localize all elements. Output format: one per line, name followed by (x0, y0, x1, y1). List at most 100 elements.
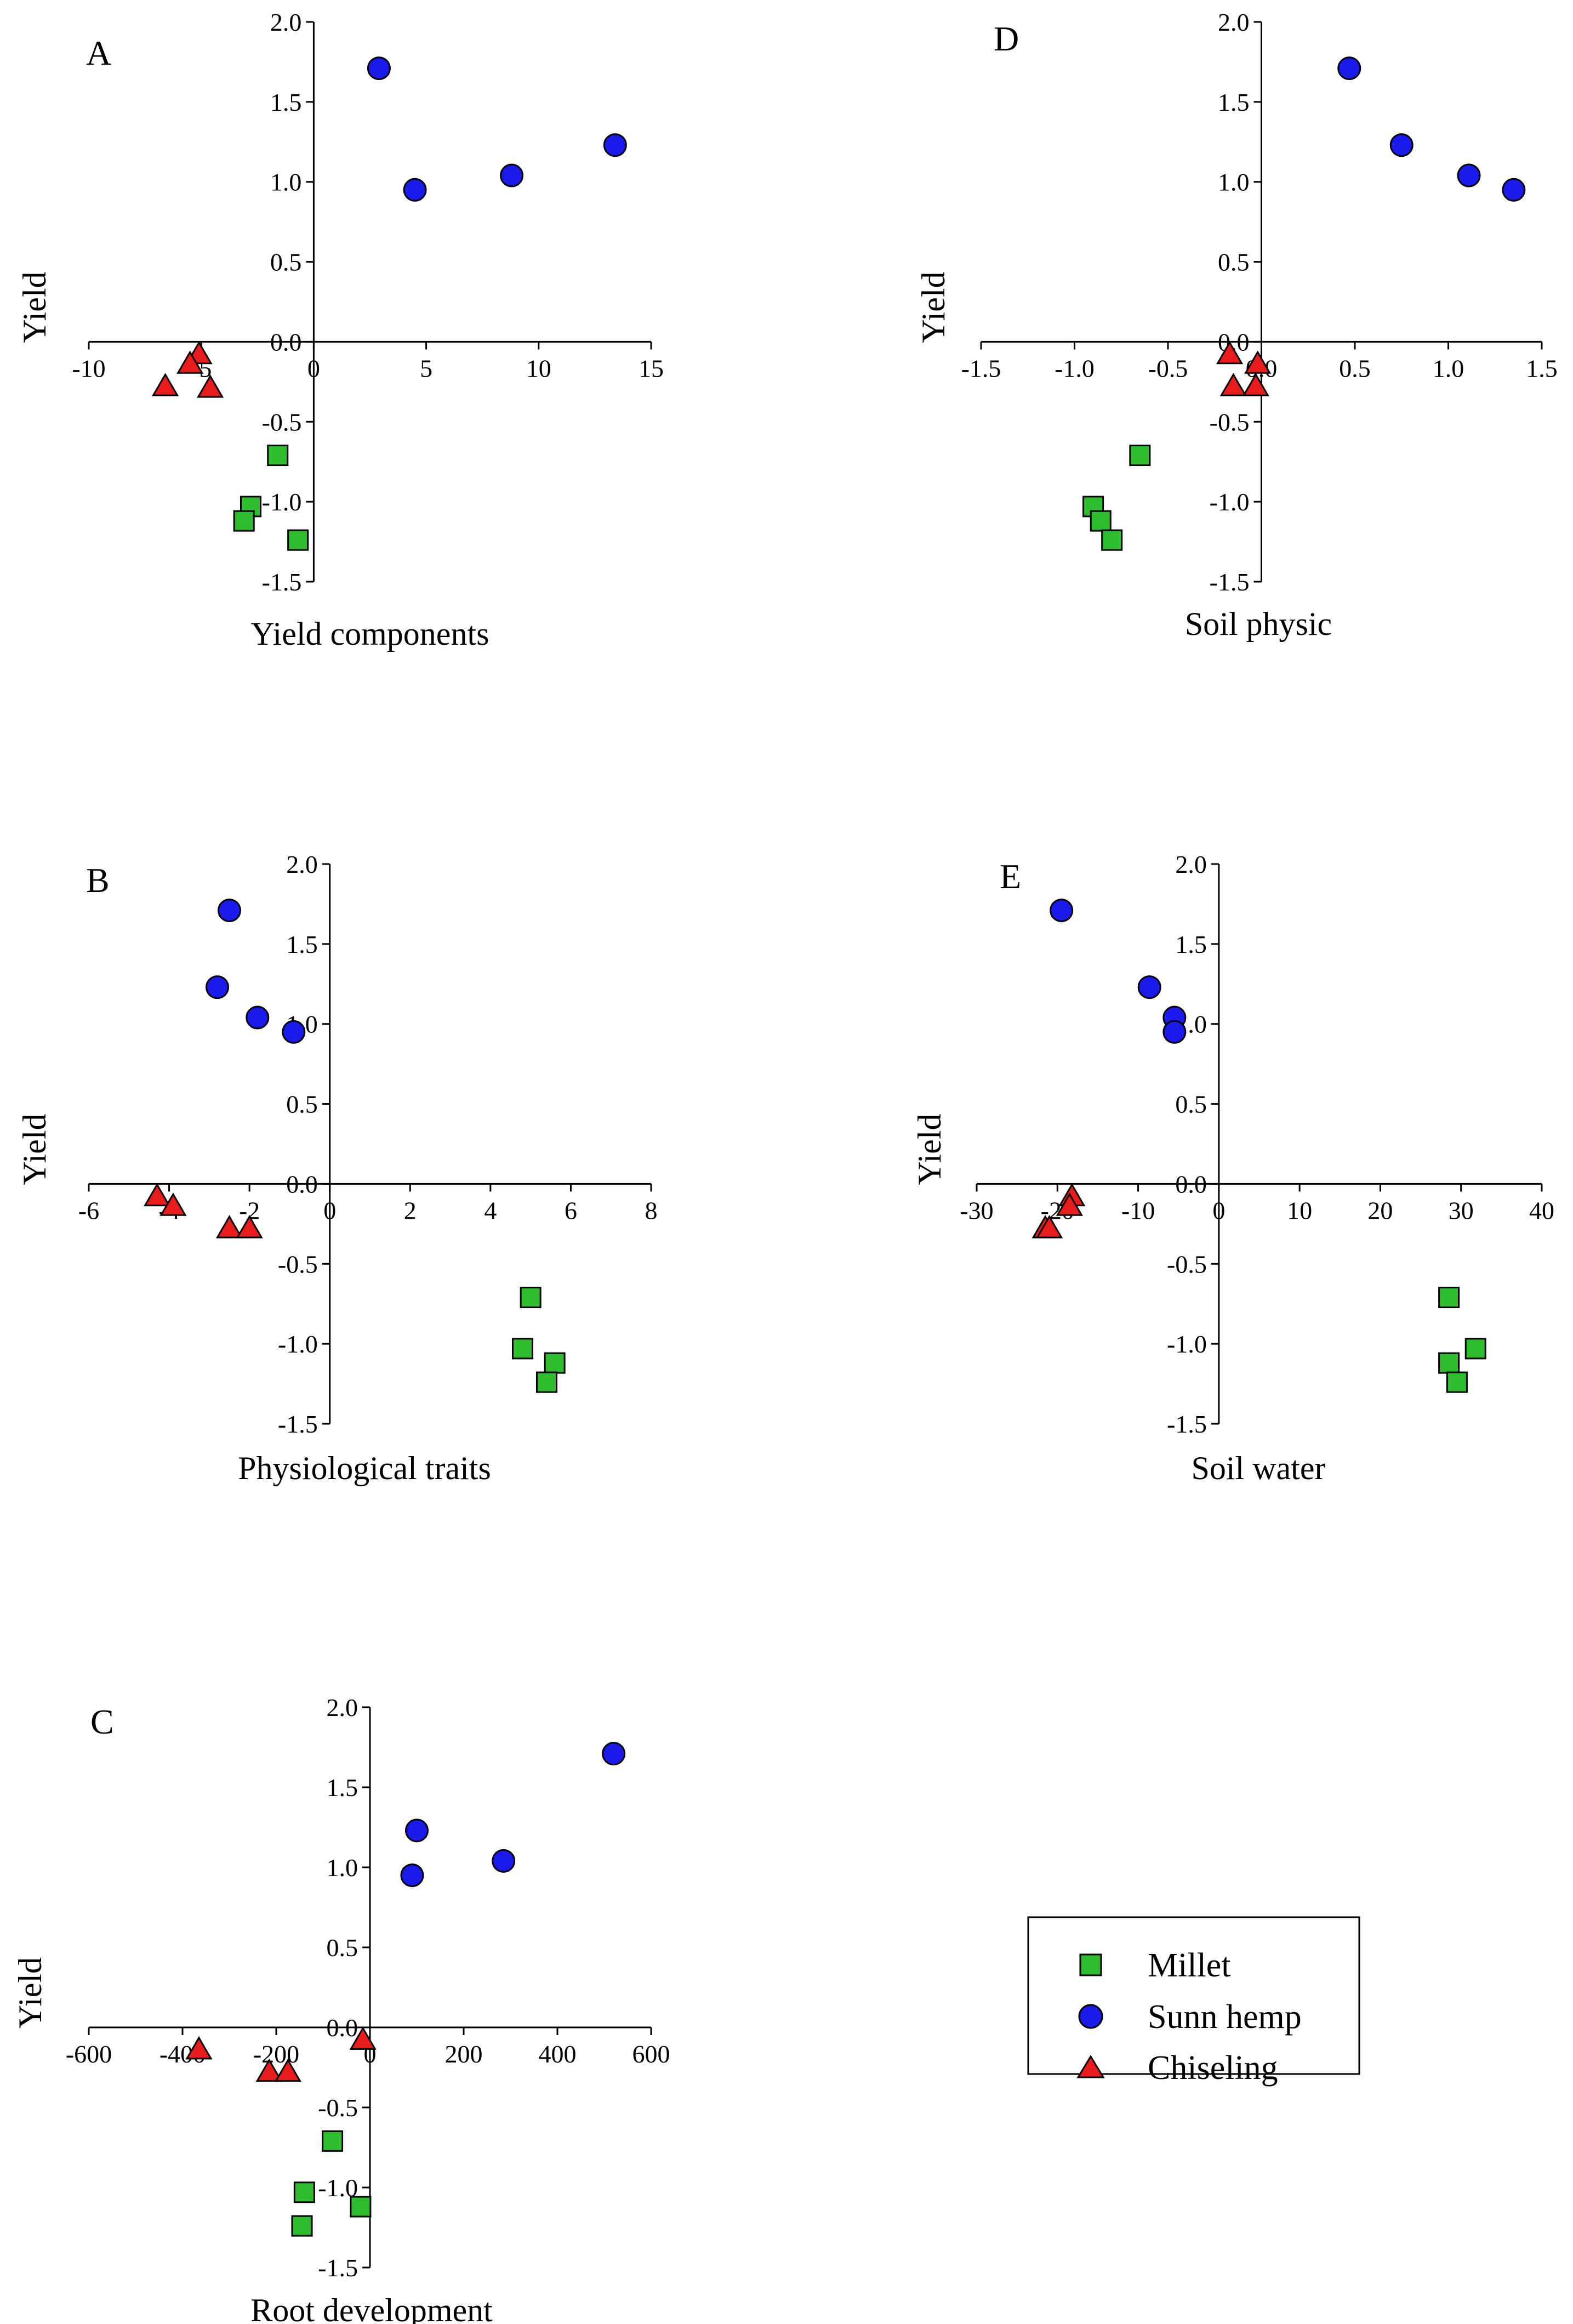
x-tick-label: 0 (1212, 1196, 1225, 1224)
y-tick-label: -1.5 (1210, 568, 1250, 596)
data-point-sunn-hemp (400, 1863, 424, 1888)
y-tick-label: -1.5 (278, 1410, 318, 1438)
data-point-millet (293, 2181, 315, 2203)
x-axis-title: Soil physic (1185, 606, 1332, 642)
y-tick-label: 0.5 (1218, 248, 1250, 276)
y-tick-label: 0.0 (286, 1170, 318, 1198)
panel-letter: E (1000, 857, 1021, 896)
legend-sunn-hemp-marker (1078, 2004, 1103, 2029)
x-tick-label: 40 (1529, 1196, 1554, 1224)
data-point-chiseling (143, 1183, 171, 1207)
y-tick-label: 1.5 (1175, 930, 1207, 958)
x-tick-label: 200 (445, 2040, 483, 2068)
data-point-millet (520, 1287, 542, 1309)
data-point-millet (1438, 1352, 1460, 1374)
x-tick-label: 0 (307, 354, 320, 382)
panel-c: -600 -400 -200 0 200 400 600-1.5-1.0-0.50.00.5… (12, 1694, 670, 2324)
x-tick-label: -1.5 (961, 354, 1001, 382)
data-point-millet (1464, 1338, 1486, 1360)
y-tick-label: 0.5 (327, 1934, 358, 1962)
data-point-millet (233, 510, 255, 532)
y-axis-title: Yield (16, 272, 53, 343)
data-point-sunn-hemp (1389, 133, 1414, 157)
y-tick-label: 1.5 (1218, 88, 1250, 116)
data-point-sunn-hemp (367, 56, 391, 81)
data-point-sunn-hemp (1137, 975, 1161, 999)
y-tick-label: -0.5 (318, 2094, 358, 2122)
data-point-chiseling (176, 350, 204, 374)
y-tick-label: 0.5 (1175, 1090, 1207, 1118)
y-tick-label: 2.0 (1218, 8, 1250, 36)
panel-letter: A (86, 33, 111, 72)
data-point-millet (287, 529, 309, 551)
y-tick-label: -1.0 (278, 1330, 318, 1358)
data-point-sunn-hemp (500, 163, 524, 187)
x-tick-label: 8 (645, 1196, 658, 1224)
y-tick-label: -1.0 (1167, 1330, 1207, 1358)
y-tick-label: 1.5 (327, 1774, 358, 1802)
legend: Millet Sunn hemp Chiseling (1027, 1916, 1360, 2087)
panel-letter: D (994, 19, 1019, 58)
data-point-chiseling (215, 1215, 243, 1238)
data-point-millet (511, 1338, 533, 1360)
panel-e: -30 -20 -10 0 10 20 30 40-1.5-1.0-0.50.00.51.01… (911, 850, 1554, 1486)
data-point-sunn-hemp (246, 1005, 270, 1030)
data-point-sunn-hemp (603, 133, 627, 157)
y-tick-label: 0.0 (270, 328, 302, 356)
x-tick-label: -200 (253, 2040, 299, 2068)
y-tick-label: -0.5 (278, 1250, 318, 1278)
y-tick-label: -0.5 (262, 408, 302, 436)
legend-sunn-hemp-label: Sunn hemp (1148, 1998, 1302, 2036)
x-tick-label: -600 (66, 2040, 112, 2068)
data-point-chiseling (1219, 373, 1247, 396)
y-tick-label: 2.0 (327, 1694, 358, 1721)
y-tick-label: 0.0 (327, 2014, 358, 2042)
x-tick-label: 6 (565, 1196, 577, 1224)
x-tick-label: -1.0 (1055, 354, 1095, 382)
y-tick-label: -0.5 (1210, 408, 1250, 436)
y-tick-label: 1.5 (286, 930, 318, 958)
data-point-sunn-hemp (218, 899, 241, 923)
y-tick-label: 2.0 (286, 850, 318, 878)
y-tick-label: 1.5 (270, 88, 302, 116)
x-tick-label: 1.5 (1526, 354, 1558, 382)
x-tick-label: 0.5 (1339, 354, 1371, 382)
panel-letter: C (90, 1702, 114, 1741)
x-axis-title: Physiological traits (238, 1450, 491, 1486)
panel-letter: B (86, 861, 110, 900)
y-axis-title: Yield (915, 272, 951, 343)
data-point-sunn-hemp (492, 1849, 516, 1873)
data-point-chiseling (255, 2058, 283, 2082)
y-tick-label: -1.5 (1167, 1410, 1207, 1438)
x-tick-label: 10 (526, 354, 551, 382)
data-point-millet (322, 2130, 344, 2152)
data-point-chiseling (197, 374, 224, 398)
x-tick-label: -10 (1121, 1196, 1155, 1224)
data-point-millet (350, 2196, 372, 2218)
y-tick-label: -1.0 (1210, 488, 1250, 516)
x-tick-label: -10 (72, 354, 105, 382)
x-axis-title: Root development (250, 2292, 493, 2324)
y-tick-label: 0.5 (286, 1090, 318, 1118)
y-axis-title: Yield (12, 1957, 48, 2028)
data-point-chiseling (236, 1215, 263, 1238)
data-point-chiseling (274, 2058, 301, 2082)
data-point-sunn-hemp (1162, 1020, 1187, 1044)
x-tick-label: 10 (1287, 1196, 1312, 1224)
data-point-millet (535, 1371, 557, 1393)
legend-chiseling-marker (1076, 2055, 1105, 2078)
x-tick-label: 400 (539, 2040, 577, 2068)
y-tick-label: 0.0 (1175, 1170, 1207, 1198)
legend-chiseling-label: Chiseling (1148, 2049, 1278, 2087)
y-axis-title: Yield (911, 1114, 948, 1185)
legend-box (1027, 1916, 1360, 2075)
x-tick-label: 5 (420, 354, 432, 382)
y-tick-label: -1.5 (318, 2254, 358, 2282)
y-axis-title: Yield (16, 1114, 53, 1185)
data-point-sunn-hemp (403, 178, 427, 202)
data-point-millet (1446, 1371, 1468, 1393)
y-tick-label: 2.0 (270, 8, 302, 36)
data-point-millet (1129, 445, 1151, 467)
chart-panels: -10 -5 0 5 10 15-1.5-1.0-0.50.00.51.01.52.0AY… (12, 8, 1558, 2324)
